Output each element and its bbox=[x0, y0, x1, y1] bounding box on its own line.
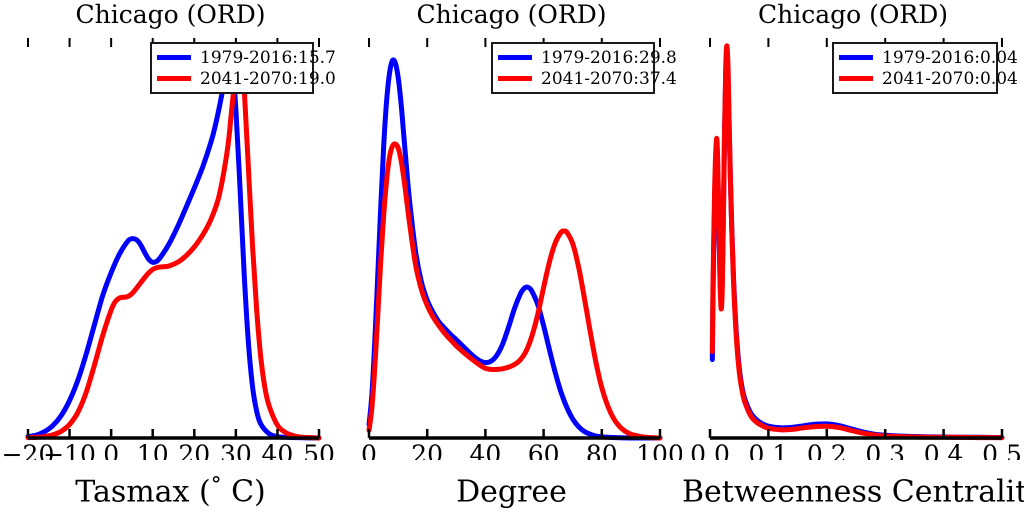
legend-label: 2041-2070:0.04 bbox=[882, 68, 1018, 89]
x-tick-label: 0.1 bbox=[749, 440, 789, 460]
legend-item: 1979-2016:0.04 bbox=[839, 47, 1018, 68]
x-tick-label: 100 bbox=[636, 440, 682, 460]
x-tick-label: 0.3 bbox=[865, 440, 905, 460]
legend-item: 2041-2070:0.04 bbox=[839, 68, 1018, 89]
legend-label: 2041-2070:19.0 bbox=[200, 68, 336, 89]
legend-label: 1979-2016:29.8 bbox=[541, 47, 677, 68]
legend-swatch-series-1 bbox=[839, 55, 873, 60]
x-tick-label: 40 bbox=[469, 440, 501, 460]
degree-symbol: ° bbox=[210, 473, 222, 498]
x-tick-label: 0.2 bbox=[807, 440, 847, 460]
x-axis-label: Tasmax (° C) bbox=[0, 468, 341, 511]
x-tick-label: −20 bbox=[2, 440, 55, 460]
x-tick-label: 30 bbox=[220, 440, 252, 460]
legend-degree: 1979-2016:29.8 2041-2070:37.4 bbox=[491, 42, 677, 94]
density-curve-series-2 bbox=[709, 43, 1005, 441]
panel-betweenness: Chicago (ORD) 0.0 0.1 0.2 0.3 0.4 0.5 1979-20… bbox=[682, 0, 1024, 513]
plot-area-tasmax: −20−10 0 10 20 30 40 50 bbox=[2, 38, 335, 460]
plot-area-betweenness: 0.0 0.1 0.2 0.3 0.4 0.5 bbox=[690, 38, 1022, 460]
x-tick-label: 10 bbox=[137, 440, 169, 460]
panel-title: Chicago (ORD) bbox=[75, 0, 266, 29]
x-tick-label: 80 bbox=[586, 440, 618, 460]
x-tick-label: 0.5 bbox=[982, 440, 1022, 460]
x-tick-label: 20 bbox=[178, 440, 210, 460]
x-tick-label: 0.0 bbox=[690, 440, 730, 460]
legend-item: 2041-2070:37.4 bbox=[498, 68, 677, 89]
x-tick-label: 40 bbox=[262, 440, 294, 460]
legend-label: 1979-2016:15.7 bbox=[200, 47, 336, 68]
plot-area-degree: 0 20 40 60 80 100 bbox=[361, 38, 682, 460]
panel-degree: Chicago (ORD) 0 20 40 60 80 100 1979-2016:29.… bbox=[341, 0, 682, 513]
density-curve-series-2 bbox=[25, 46, 322, 441]
legend-swatch-series-1 bbox=[157, 55, 191, 60]
legend-item: 1979-2016:15.7 bbox=[157, 47, 336, 68]
panel-title: Chicago (ORD) bbox=[416, 0, 607, 29]
legend-label: 2041-2070:37.4 bbox=[541, 68, 677, 89]
density-curve-series-1 bbox=[25, 49, 322, 441]
density-curve-series-2 bbox=[366, 141, 663, 441]
x-tick-label: −10 bbox=[43, 440, 96, 460]
panel-title: Chicago (ORD) bbox=[757, 0, 948, 29]
legend-item: 1979-2016:29.8 bbox=[498, 47, 677, 68]
legend-swatch-series-2 bbox=[157, 76, 191, 81]
x-tick-label: 0.4 bbox=[924, 440, 964, 460]
legend-swatch-series-2 bbox=[498, 76, 532, 81]
x-tick-label: 0 bbox=[103, 440, 119, 460]
x-axis-label-prefix: Betweenness Centrality bbox=[682, 474, 1024, 510]
legend-swatch-series-2 bbox=[839, 76, 873, 81]
x-axis-label: Degree bbox=[341, 468, 682, 511]
panel-tasmax: Chicago (ORD) −20 −10 0 10 20 30 40 50 1979-201… bbox=[0, 0, 341, 513]
legend-label: 1979-2016:0.04 bbox=[882, 47, 1018, 68]
density-curve-series-1 bbox=[709, 51, 1005, 441]
x-axis-label: Betweenness Centrality bbox=[682, 468, 1024, 511]
x-tick-label: 60 bbox=[528, 440, 560, 460]
legend-item: 2041-2070:19.0 bbox=[157, 68, 336, 89]
legend-swatch-series-1 bbox=[498, 55, 532, 60]
x-tick-label: 0 bbox=[361, 440, 377, 460]
x-tick-label: 20 bbox=[411, 440, 443, 460]
x-axis-label-suffix: C) bbox=[221, 474, 266, 510]
x-tick-label: 50 bbox=[303, 440, 335, 460]
x-axis-label-prefix: Tasmax ( bbox=[75, 474, 211, 510]
density-curve-series-1 bbox=[366, 57, 663, 441]
legend-betweenness: 1979-2016:0.04 2041-2070:0.04 bbox=[832, 42, 1018, 94]
legend-tasmax: 1979-2016:15.7 2041-2070:19.0 bbox=[150, 42, 336, 94]
x-axis-label-prefix: Degree bbox=[456, 474, 567, 510]
